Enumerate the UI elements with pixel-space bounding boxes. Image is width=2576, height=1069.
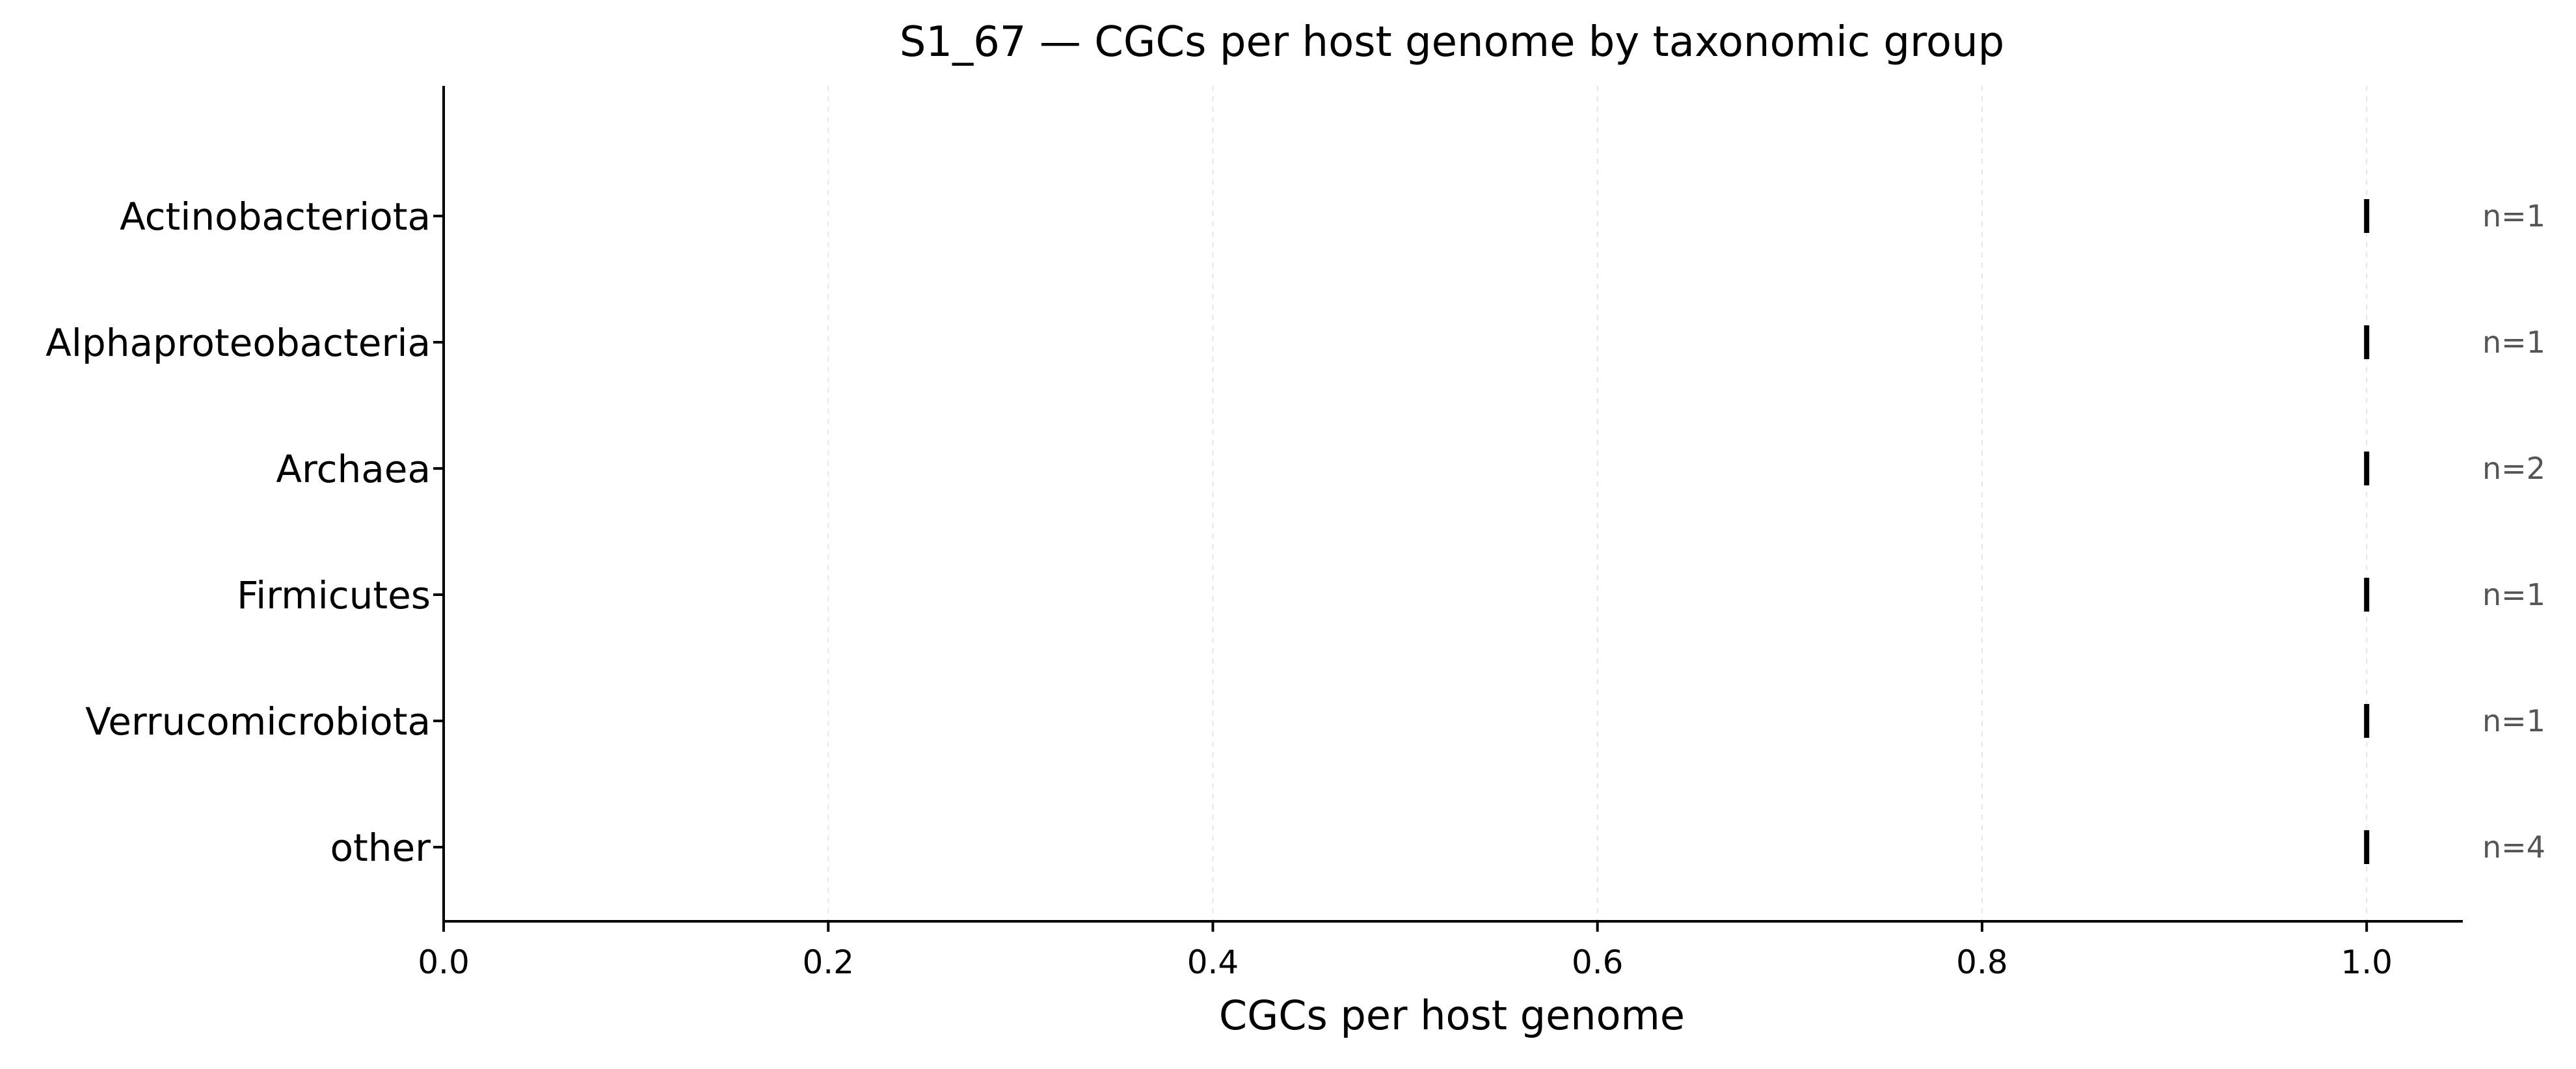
count-label: n=1	[2482, 577, 2545, 612]
category-label: Archaea	[276, 447, 431, 491]
x-tick-label: 0.8	[1956, 943, 2008, 981]
category-label: Verrucomicrobiota	[85, 699, 431, 744]
x-tick-layer: 0.0 0.2 0.4 0.6 0.8 1.0	[418, 921, 2393, 981]
category-label: other	[330, 826, 431, 870]
category-label: Firmicutes	[237, 573, 431, 617]
category-layer: Actinobacteriota Alphaproteobacteria Archa…	[46, 195, 444, 870]
x-tick-label: 0.2	[802, 943, 854, 981]
count-layer: n=1 n=1 n=2 n=1 n=1 n=4	[2482, 198, 2545, 865]
category-label: Alphaproteobacteria	[46, 321, 431, 365]
category-label: Actinobacteriota	[120, 195, 431, 239]
x-tick-label: 0.0	[418, 943, 470, 981]
count-label: n=4	[2482, 830, 2545, 865]
x-axis-label: CGCs per host genome	[1219, 992, 1685, 1039]
x-tick-label: 0.4	[1187, 943, 1239, 981]
grid-layer	[827, 86, 2368, 921]
count-label: n=1	[2482, 703, 2545, 738]
chart-title: S1_67 — CGCs per host genome by taxonomi…	[900, 18, 2005, 66]
x-tick-label: 0.6	[1572, 943, 1624, 981]
count-label: n=2	[2482, 451, 2545, 486]
x-tick-label: 1.0	[2341, 943, 2393, 981]
count-label: n=1	[2482, 325, 2545, 360]
count-label: n=1	[2482, 198, 2545, 234]
